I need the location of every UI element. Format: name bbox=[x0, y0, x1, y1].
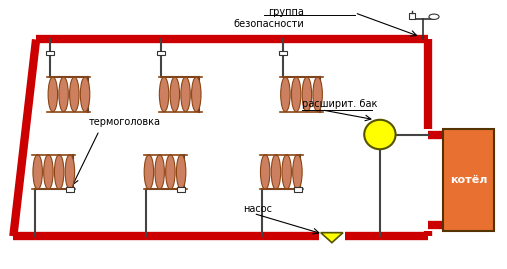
Ellipse shape bbox=[65, 155, 75, 189]
Ellipse shape bbox=[155, 155, 164, 189]
Text: насос: насос bbox=[243, 204, 272, 214]
Ellipse shape bbox=[48, 77, 58, 112]
Ellipse shape bbox=[281, 77, 290, 112]
Ellipse shape bbox=[302, 77, 312, 112]
Ellipse shape bbox=[54, 155, 64, 189]
Bar bbox=[294, 187, 302, 192]
Ellipse shape bbox=[313, 77, 322, 112]
Ellipse shape bbox=[144, 155, 154, 189]
Ellipse shape bbox=[293, 155, 302, 189]
Text: расширит. бак: расширит. бак bbox=[302, 99, 377, 109]
Bar bbox=[177, 187, 186, 192]
Polygon shape bbox=[321, 233, 343, 243]
Ellipse shape bbox=[176, 155, 186, 189]
Circle shape bbox=[429, 14, 439, 19]
Ellipse shape bbox=[33, 155, 43, 189]
Ellipse shape bbox=[170, 77, 179, 112]
Text: термоголовка: термоголовка bbox=[89, 118, 161, 128]
Bar bbox=[66, 187, 74, 192]
Ellipse shape bbox=[282, 155, 292, 189]
Ellipse shape bbox=[166, 155, 175, 189]
Ellipse shape bbox=[364, 120, 395, 149]
Bar bbox=[443, 129, 494, 231]
Ellipse shape bbox=[44, 155, 53, 189]
Ellipse shape bbox=[159, 77, 169, 112]
Ellipse shape bbox=[69, 77, 79, 112]
Bar bbox=[278, 51, 286, 55]
Ellipse shape bbox=[181, 77, 190, 112]
Bar bbox=[46, 51, 54, 55]
Ellipse shape bbox=[80, 77, 90, 112]
Ellipse shape bbox=[192, 77, 201, 112]
Ellipse shape bbox=[292, 77, 301, 112]
Text: котёл: котёл bbox=[450, 175, 487, 185]
Text: группа
безопасности: группа безопасности bbox=[233, 7, 304, 29]
Ellipse shape bbox=[59, 77, 68, 112]
Bar bbox=[157, 51, 165, 55]
Bar bbox=[409, 13, 415, 19]
Ellipse shape bbox=[271, 155, 281, 189]
Ellipse shape bbox=[261, 155, 270, 189]
